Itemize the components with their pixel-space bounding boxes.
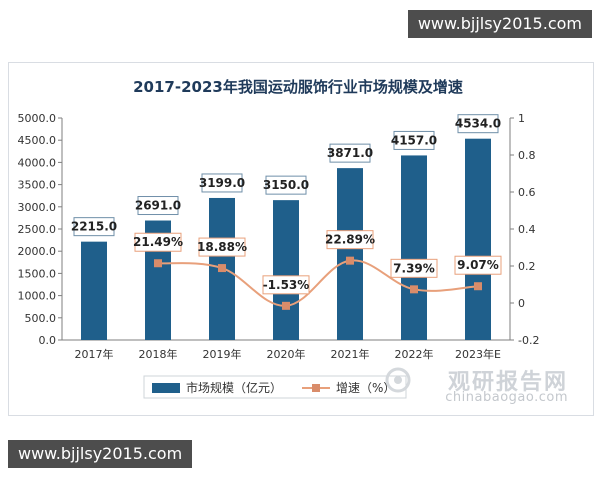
chart-title: 2017-2023年我国运动服饰行业市场规模及增速 xyxy=(133,78,463,96)
growth-point xyxy=(282,301,290,310)
bar-data-label: 2215.0 xyxy=(71,220,117,234)
bar-data-label-box xyxy=(457,114,499,134)
brand-logo: 观研报告网 chinabaogao.com xyxy=(342,364,572,408)
y-left-tick-label: 3500.0 xyxy=(18,179,57,192)
brand-name-cn: 观研报告网 xyxy=(447,370,568,395)
growth-point xyxy=(474,282,482,291)
bar xyxy=(401,155,427,340)
y-left-tick-label: 3000.0 xyxy=(18,201,57,214)
growth-point xyxy=(346,256,354,265)
bar xyxy=(465,138,491,340)
y-left-tick-label: 2000.0 xyxy=(18,245,57,258)
x-tick-label: 2023年E xyxy=(455,347,501,361)
brand-mark-icon xyxy=(385,367,411,393)
bar-data-label-box xyxy=(73,217,115,237)
line-data-label-box xyxy=(134,232,182,252)
bar-data-label-box xyxy=(201,173,243,193)
bar-data-label: 2691.0 xyxy=(135,199,181,213)
line-data-label-box xyxy=(198,237,246,257)
watermark-bottom: www.bjjlsy2015.com xyxy=(8,440,193,468)
bar-data-label: 4157.0 xyxy=(391,133,437,147)
line-data-label: 7.39% xyxy=(393,261,435,275)
x-tick-label: 2021年 xyxy=(331,347,370,361)
bar xyxy=(337,168,363,340)
growth-point xyxy=(218,264,226,273)
legend-swatch-marker xyxy=(312,384,320,392)
bar-data-label: 3150.0 xyxy=(263,178,309,192)
y-left-tick-label: 4000.0 xyxy=(18,156,57,169)
brand-name-en: chinabaogao.com xyxy=(445,390,568,405)
y-left-tick-label: 5000.0 xyxy=(18,112,57,125)
line-data-label: -1.53% xyxy=(263,278,310,292)
y-right-tick-label: -0.2 xyxy=(518,334,539,347)
y-right-tick-label: 0.6 xyxy=(518,186,536,199)
y-right-tick-label: 0.8 xyxy=(518,149,536,162)
line-data-label-box xyxy=(390,258,438,278)
y-left-tick-label: 0.0 xyxy=(39,334,57,347)
y-left-tick-label: 4500.0 xyxy=(18,134,57,147)
bar-data-label-box xyxy=(393,130,435,150)
line-data-label: 22.89% xyxy=(325,233,375,247)
y-left-tick-label: 1000.0 xyxy=(18,290,57,303)
bar-data-label: 3871.0 xyxy=(327,146,373,160)
line-data-label-box xyxy=(262,275,310,295)
bar-data-label: 4534.0 xyxy=(455,117,501,131)
x-tick-label: 2019年 xyxy=(203,347,242,361)
y-right-tick-label: 0.4 xyxy=(518,223,536,236)
bar-data-label-box xyxy=(329,143,371,163)
growth-point xyxy=(154,259,162,268)
y-left-tick-label: 2500.0 xyxy=(18,223,57,236)
y-right-tick-label: 0.2 xyxy=(518,260,536,273)
bar xyxy=(81,241,107,340)
line-data-label-box xyxy=(454,255,502,275)
bar-data-label: 3199.0 xyxy=(199,176,245,190)
y-right-tick-label: 1 xyxy=(518,112,525,125)
bar-data-label-box xyxy=(265,175,307,195)
line-data-label: 21.49% xyxy=(133,235,183,249)
legend-swatch-bar xyxy=(152,383,180,393)
watermark-top: www.bjjlsy2015.com xyxy=(407,10,592,38)
legend-label-line: 增速（%） xyxy=(336,381,395,395)
x-tick-label: 2017年 xyxy=(75,347,114,361)
line-data-label: 18.88% xyxy=(197,240,247,254)
x-tick-label: 2020年 xyxy=(267,347,306,361)
bar xyxy=(273,200,299,340)
y-right-tick-label: 0 xyxy=(518,297,525,310)
line-data-label-box xyxy=(326,230,374,250)
y-left-tick-label: 1500.0 xyxy=(18,267,57,280)
growth-point xyxy=(410,285,418,294)
x-tick-label: 2018年 xyxy=(139,347,178,361)
bar-data-label-box xyxy=(137,196,179,216)
y-left-tick-label: 500.0 xyxy=(25,312,57,325)
line-data-label: 9.07% xyxy=(457,258,499,272)
legend-label-bar: 市场规模（亿元） xyxy=(186,380,282,395)
x-tick-label: 2022年 xyxy=(395,347,434,361)
